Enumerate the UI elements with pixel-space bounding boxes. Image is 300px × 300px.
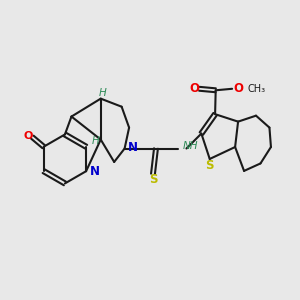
Text: O: O — [233, 82, 243, 95]
Text: H: H — [99, 88, 107, 98]
Text: S: S — [205, 159, 213, 172]
Text: O: O — [23, 131, 33, 141]
Text: O: O — [189, 82, 199, 95]
Text: CH₃: CH₃ — [248, 84, 266, 94]
Text: H: H — [92, 136, 99, 146]
Text: N: N — [90, 165, 100, 178]
Text: NH: NH — [183, 141, 199, 152]
Text: S: S — [149, 173, 157, 186]
Text: N: N — [128, 141, 138, 154]
